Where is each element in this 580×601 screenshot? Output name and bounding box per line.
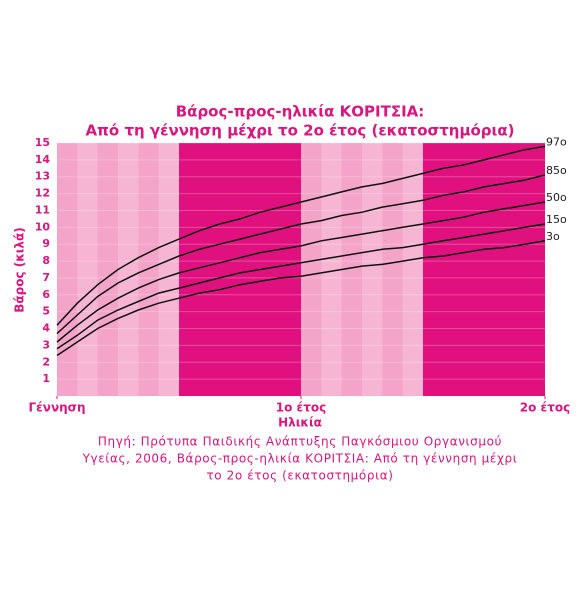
x-tick-label: Γέννηση [28, 401, 85, 415]
legend-label: 15ο [546, 213, 567, 226]
legend-label: 97ο [546, 135, 567, 148]
y-tick-label: 1 [42, 372, 50, 385]
percentile-line [56, 174, 546, 335]
y-tick-label: 15 [35, 136, 50, 149]
percentile-line [56, 223, 546, 350]
y-tick-label: 7 [42, 271, 50, 284]
y-tick-label: 10 [35, 220, 51, 233]
legend-label: 85ο [546, 164, 567, 177]
background-stripe [158, 143, 179, 396]
y-tick-label: 8 [42, 254, 50, 267]
background-stripe [402, 143, 423, 396]
percentile-line [56, 145, 546, 326]
y-tick-label: 4 [42, 322, 50, 335]
source: το 2ο έτος (εκατοστημόρια) [206, 469, 393, 483]
x-tick-label: 1ο έτος [276, 401, 326, 415]
chart-title: Από τη γέννηση μέχρι το 2ο έτος (εκατοστ… [85, 122, 514, 140]
background-band [423, 143, 545, 396]
chart-title: Βάρος-προς-ηλικία ΚΟΡΙΤΣΙΑ: [176, 103, 425, 121]
y-tick-label: 6 [42, 288, 50, 301]
percentile-line [56, 201, 546, 343]
y-tick-label: 5 [42, 305, 50, 318]
percentile-line [56, 240, 546, 357]
y-tick-label: 3 [42, 338, 50, 351]
y-tick-label: 12 [35, 187, 50, 200]
background-band [179, 143, 301, 396]
x-tick-label: 2ο έτος [520, 401, 570, 415]
y-tick-label: 2 [42, 355, 50, 368]
y-tick-label: 11 [35, 203, 50, 216]
y-tick-label: 14 [35, 153, 51, 166]
background-stripe [118, 143, 139, 396]
legend-label: 50ο [546, 191, 567, 204]
y-tick-label: 9 [42, 237, 50, 250]
source: Υγείας, 2006, Βάρος-προς-ηλικία ΚΟΡΙΤΣΙΑ… [82, 452, 518, 466]
legend-label: 3ο [546, 230, 560, 243]
background-stripe [321, 143, 342, 396]
background-stripe [362, 143, 383, 396]
y-tick-label: 13 [35, 170, 50, 183]
y-axis-label: Βάρος (κιλά) [13, 227, 27, 313]
background-stripe [77, 143, 98, 396]
source: Πηγή: Πρότυπα Παιδικής Ανάπτυξης Παγκόσμ… [98, 435, 502, 449]
x-axis-label: Ηλικία [278, 416, 322, 430]
